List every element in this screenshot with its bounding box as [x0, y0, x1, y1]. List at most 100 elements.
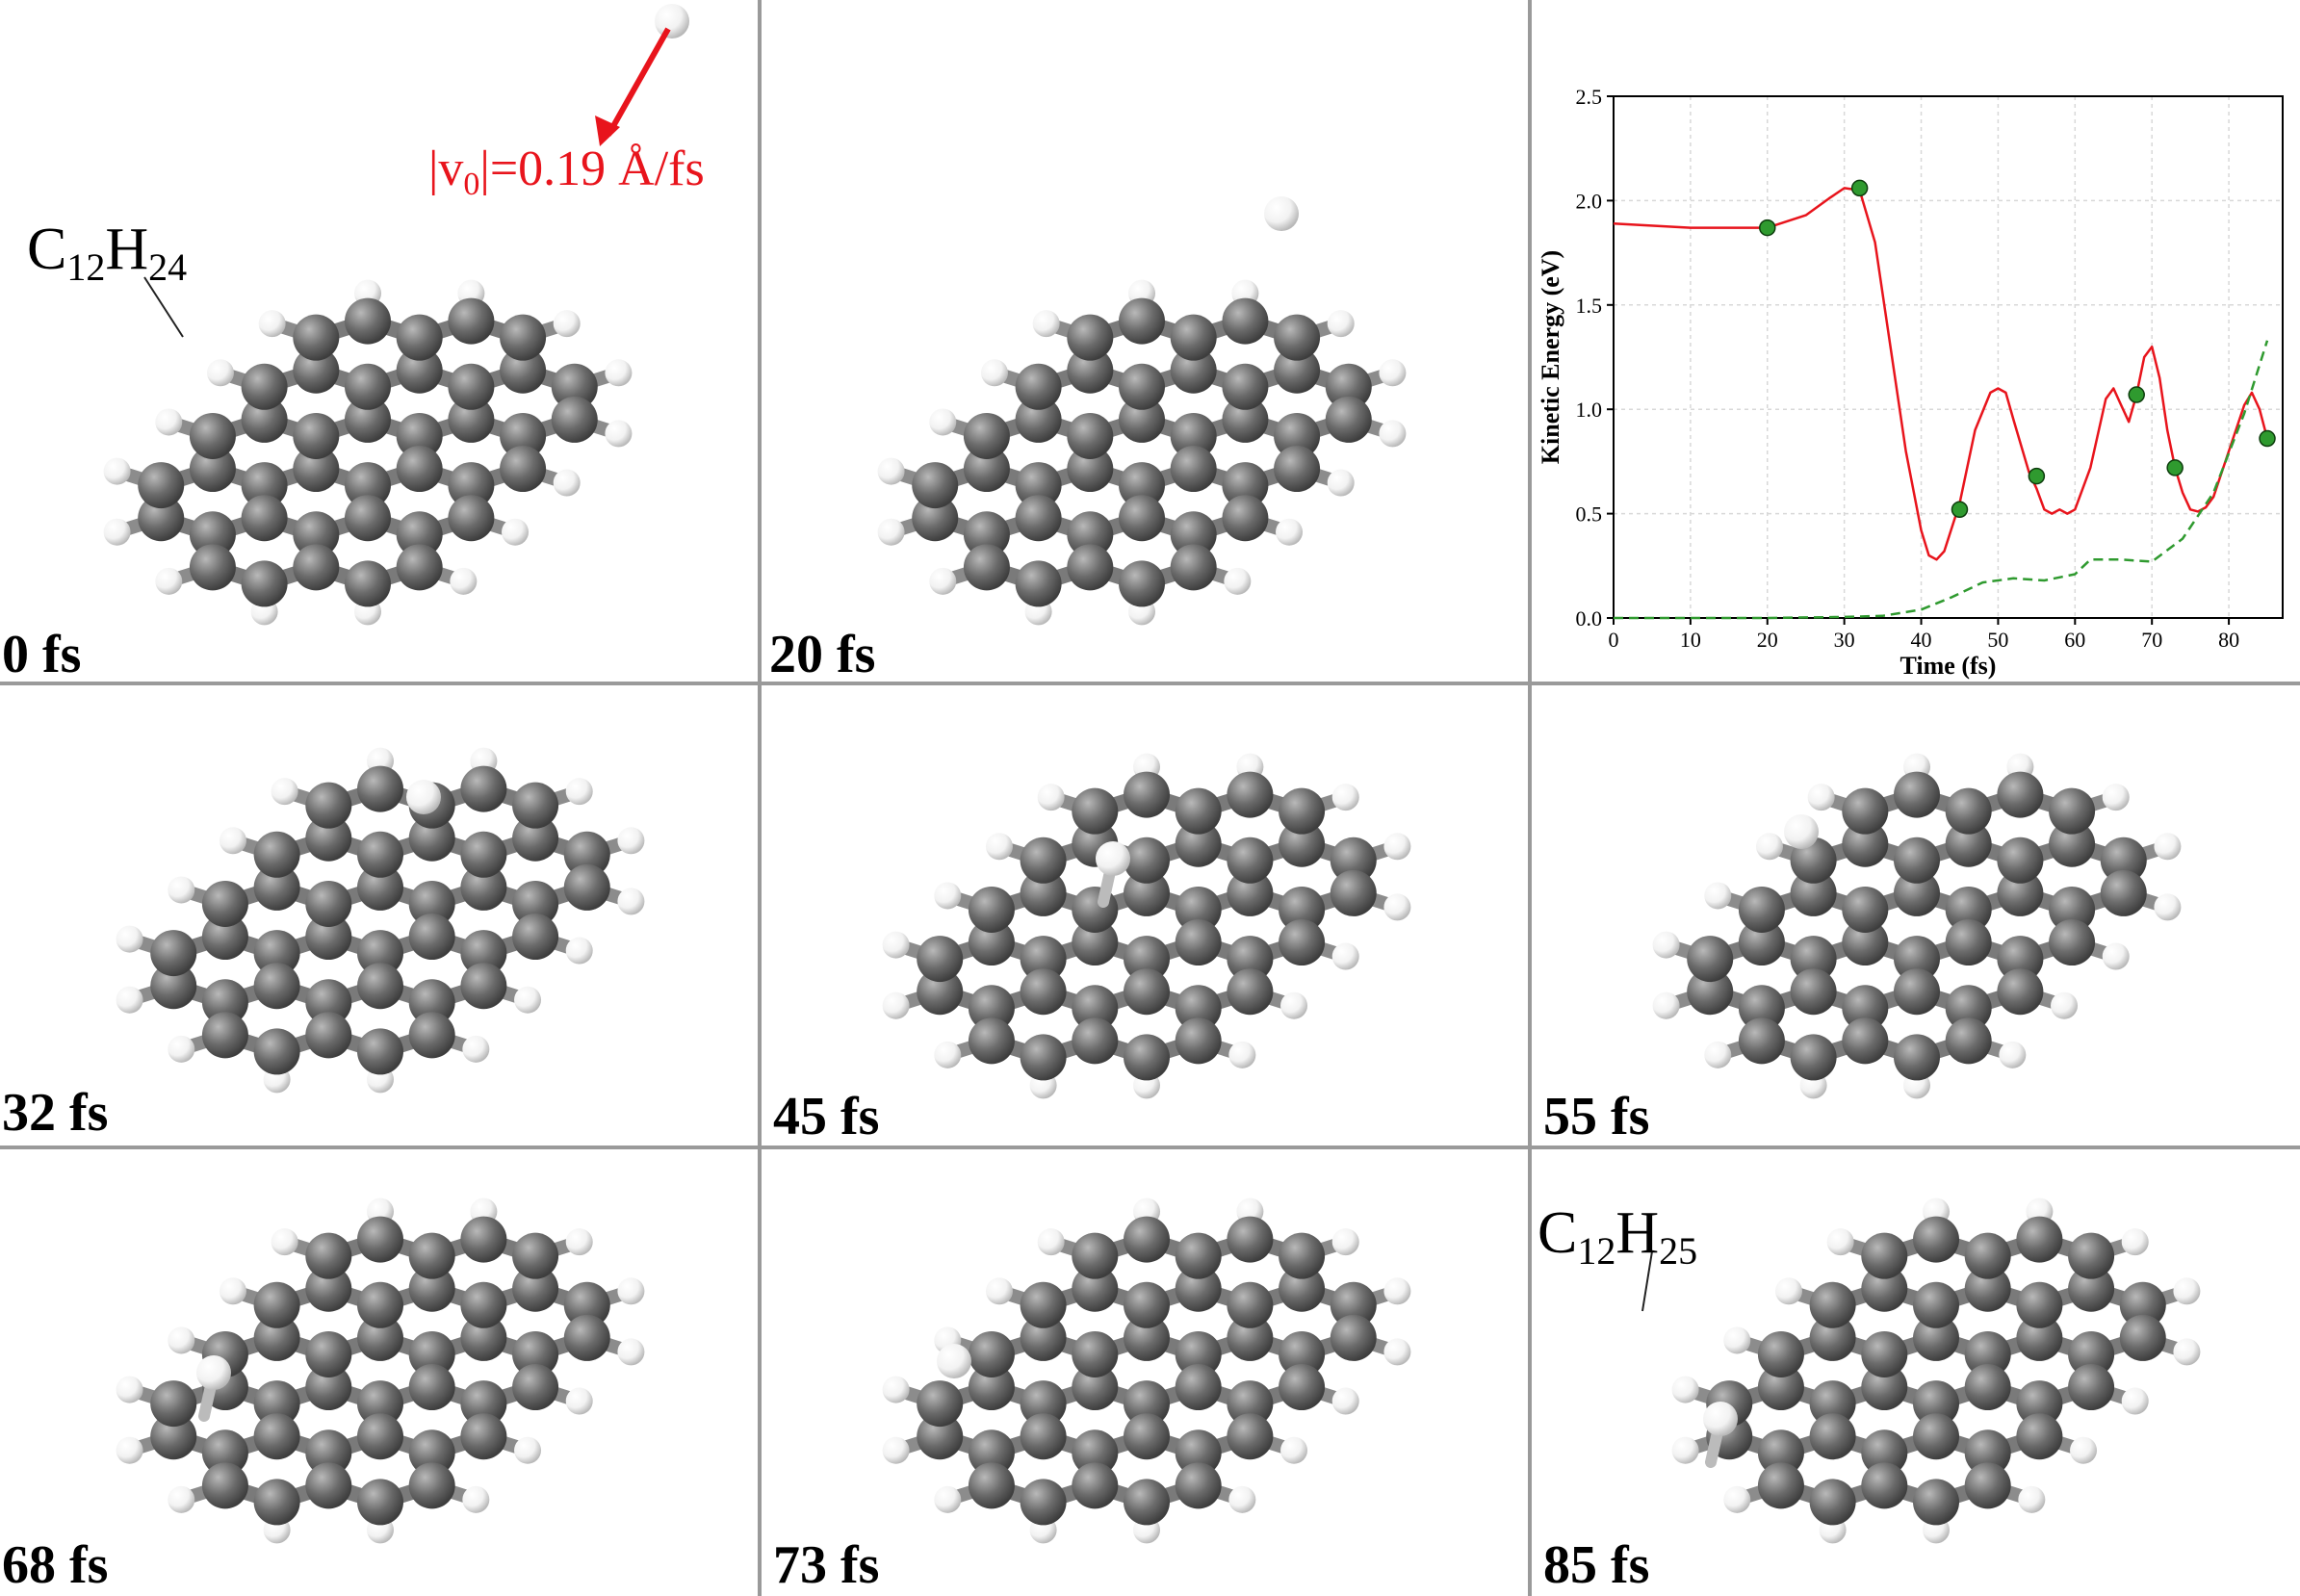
carbon-atom — [1964, 1330, 2011, 1377]
hydrogen-atom — [2070, 1436, 2098, 1464]
hydrogen-atom — [258, 310, 286, 338]
carbon-atom — [1330, 837, 1377, 884]
frame-panel-0fs: |v0|=0.19 Å/fs C12H24 0 fs — [0, 0, 758, 682]
carbon-atom — [1124, 771, 1170, 818]
carbon-atom — [1330, 1314, 1377, 1361]
carbon-atom — [460, 831, 507, 878]
hydrogen-atom — [271, 1228, 298, 1256]
carbon-atom — [448, 363, 495, 410]
carbon-atom — [1279, 1265, 1326, 1312]
carbon-atom — [963, 511, 1010, 558]
carbon-atom — [150, 930, 197, 977]
hydrogen-atom — [1327, 310, 1355, 338]
carbon-atom — [201, 979, 248, 1026]
hydrogen-atom — [553, 469, 581, 497]
carbon-atom — [1913, 1380, 1959, 1428]
hydrogen-atom — [155, 408, 183, 436]
carbon-atom — [345, 560, 391, 607]
hydrogen-atom — [514, 1436, 542, 1464]
carbon-atom — [1227, 1216, 1274, 1263]
carbon-atom — [512, 1232, 559, 1279]
molecule-view — [877, 196, 1407, 626]
carbon-atom — [500, 347, 547, 394]
hydrogen-atom — [168, 1326, 195, 1354]
carbon-atom — [305, 1012, 352, 1059]
hydrogen-atom — [2051, 991, 2079, 1019]
hydrogen-atom — [2102, 784, 2130, 811]
carbon-atom — [1809, 1314, 1856, 1361]
carbon-atom — [1945, 1017, 1992, 1065]
carbon-atom — [1964, 1364, 2011, 1411]
plot-frame — [1613, 95, 2284, 619]
carbon-atom — [253, 1281, 300, 1328]
carbon-atom — [1279, 1232, 1326, 1279]
carbon-atom — [1861, 1232, 1908, 1279]
carbon-atom — [357, 1281, 403, 1328]
hydrogen-atom — [929, 408, 957, 436]
carbon-atom — [2119, 1281, 2166, 1328]
carbon-atom — [1072, 1462, 1119, 1509]
frame-marker — [2259, 429, 2276, 448]
initial-formula: C12H24 — [27, 217, 188, 289]
carbon-atom — [460, 863, 507, 911]
hydrogen-atom — [502, 518, 530, 546]
carbon-atom — [1227, 1314, 1274, 1361]
carbon-atom — [305, 782, 352, 829]
carbon-atom — [1330, 869, 1377, 916]
carbon-atom — [1170, 446, 1217, 493]
carbon-atom — [1330, 1281, 1377, 1328]
carbon-atom — [357, 930, 403, 977]
x-tick-label: 0 — [1609, 628, 1619, 652]
carbon-atom — [460, 1216, 507, 1263]
hydrogen-atom — [985, 1277, 1013, 1305]
carbon-atom — [1222, 462, 1269, 509]
carbon-atom — [1227, 771, 1274, 818]
carbon-atom — [500, 412, 547, 459]
incoming-hydrogen-atom — [1703, 1402, 1738, 1436]
carbon-atom — [293, 412, 340, 459]
hydrogen-atom — [168, 1035, 195, 1063]
carbon-atom — [1279, 886, 1326, 933]
carbon-atom — [1124, 1380, 1170, 1428]
carbon-atom — [1072, 1429, 1119, 1477]
hydrogen-atom — [1383, 893, 1411, 921]
carbon-atom — [1842, 919, 1889, 966]
carbon-atom — [512, 814, 559, 862]
frame-marker — [1759, 219, 1776, 237]
carbon-atom — [1020, 869, 1067, 916]
frame-marker — [2028, 467, 2046, 485]
carbon-atom — [512, 880, 559, 927]
carbon-atom — [1842, 886, 1889, 933]
carbon-atom — [305, 1232, 352, 1279]
hydrogen-atom — [605, 420, 633, 448]
hydrogen-atom — [1383, 833, 1411, 861]
carbon-atom — [1809, 1413, 1856, 1460]
carbon-atom — [1757, 1462, 1804, 1509]
frame-panel-55fs: 55 fs — [1532, 685, 2300, 1146]
carbon-atom — [551, 396, 598, 443]
carbon-atom — [408, 814, 455, 862]
carbon-atom — [1842, 985, 1889, 1032]
carbon-atom — [448, 495, 495, 542]
hydrogen-atom — [877, 518, 905, 546]
carbon-atom — [201, 914, 248, 961]
y-tick-label: 1.5 — [1576, 294, 1603, 318]
carbon-atom — [917, 936, 964, 983]
carbon-atom — [1997, 869, 2044, 916]
carbon-atom — [305, 1364, 352, 1411]
hydrogen-atom — [1032, 310, 1060, 338]
carbon-atom — [241, 560, 288, 607]
hydrogen-atom — [565, 778, 593, 806]
carbon-atom — [512, 782, 559, 829]
carbon-atom — [1687, 936, 1734, 983]
y-tick-label: 2.0 — [1576, 189, 1603, 213]
incoming-hydrogen-atom — [937, 1344, 971, 1378]
carbon-atom — [253, 831, 300, 878]
carbon-atom — [201, 1462, 248, 1509]
carbon-atom — [1809, 1380, 1856, 1428]
carbon-atom — [1894, 968, 1940, 1016]
carbon-atom — [1020, 1380, 1067, 1428]
hydrogen-atom — [1652, 991, 1680, 1019]
carbon-atom — [1015, 560, 1062, 607]
carbon-atom — [138, 462, 185, 509]
